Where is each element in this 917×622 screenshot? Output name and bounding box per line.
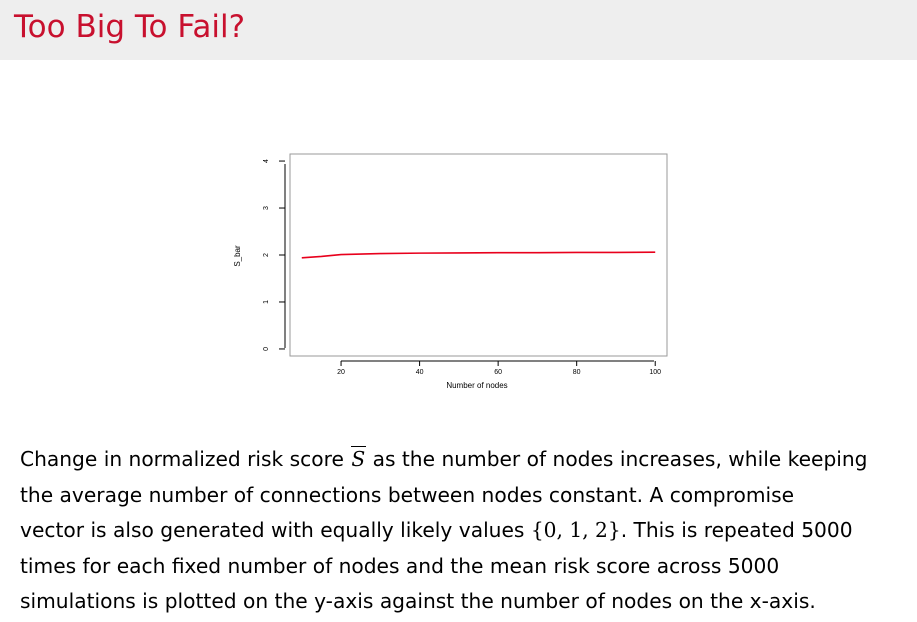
compromise-value-set: {0, 1, 2}: [530, 518, 621, 542]
x-tick-label: 80: [573, 369, 581, 376]
caption-text-1b: as the number of nodes increases, while …: [366, 447, 868, 471]
risk-score-line-chart: 0 1 2 3 4 20 40 60 80 100 Number of nodes S_bar: [233, 153, 668, 390]
normalized-risk-symbol: S: [350, 442, 367, 478]
y-tick-label: 2: [263, 253, 270, 257]
y-axis-label: S_bar: [233, 245, 242, 267]
caption-line-2: the average number of connections betwee…: [20, 482, 795, 507]
caption-text-3a: vector is also generated with equally li…: [20, 518, 531, 542]
x-tick-label: 60: [494, 369, 502, 376]
caption-text-3b: . This is repeated 5000: [620, 518, 853, 542]
y-tick-label: 1: [263, 300, 270, 304]
slide-title: Too Big To Fail?: [14, 9, 246, 45]
y-tick-group: 0 1 2 3 4: [263, 159, 285, 351]
x-tick-label: 100: [649, 369, 661, 376]
y-tick-label: 0: [263, 347, 270, 351]
slide-header: Too Big To Fail?: [0, 0, 917, 60]
series-line-mean-risk: [301, 251, 656, 259]
y-tick-label: 4: [263, 159, 270, 163]
x-tick-group: 20 40 60 80 100: [337, 361, 661, 376]
plot-frame: [289, 153, 668, 357]
x-axis-label: Number of nodes: [446, 381, 507, 390]
x-tick-label: 40: [416, 369, 424, 376]
caption-text-1a: Change in normalized risk score: [20, 447, 351, 471]
slide-caption: Change in normalized risk score S as the…: [20, 442, 912, 620]
caption-line-3: vector is also generated with equally li…: [20, 518, 853, 542]
caption-line-5: simulations is plotted on the y-axis aga…: [20, 589, 816, 613]
y-tick-label: 3: [263, 206, 270, 210]
x-tick-label: 20: [337, 369, 345, 376]
caption-line-1: Change in normalized risk score S as the…: [20, 445, 868, 471]
caption-line-4: times for each fixed number of nodes and…: [20, 553, 780, 578]
